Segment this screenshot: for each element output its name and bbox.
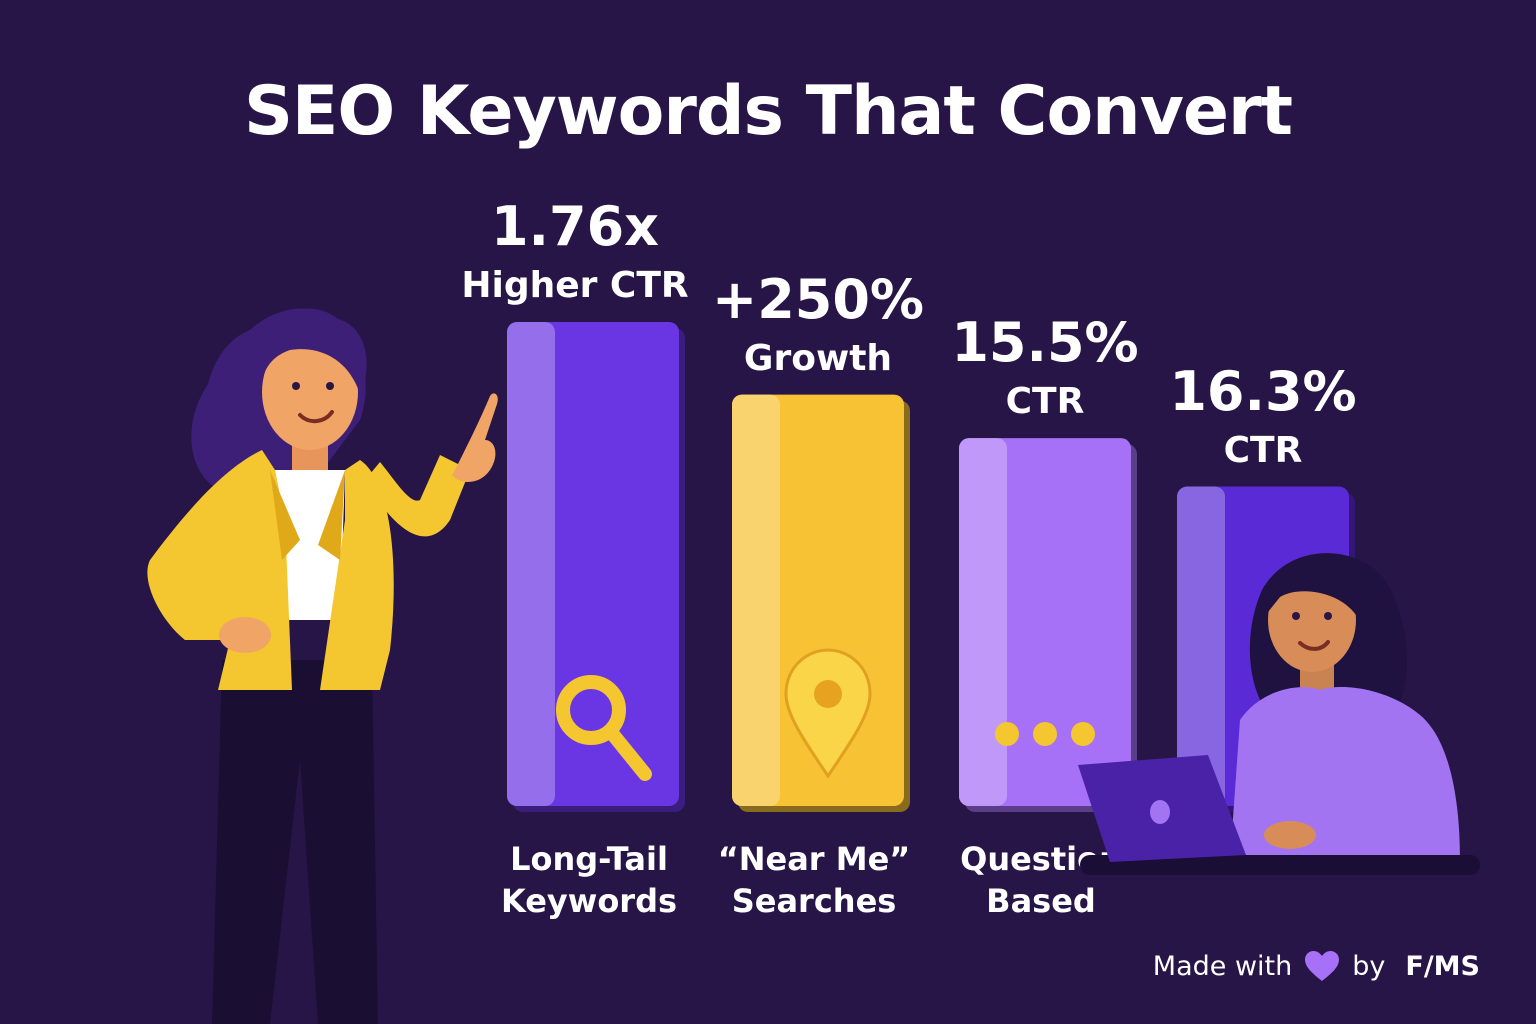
bar-highlight: [732, 394, 780, 806]
category-label-line: Keywords: [500, 882, 678, 920]
ellipsis-icon: [995, 722, 1095, 746]
by-text: by: [1352, 950, 1386, 982]
category-label: “Near Me” Searches: [694, 838, 934, 922]
category-label: Question Based: [921, 838, 1161, 922]
category-label-line: “Near Me”: [717, 840, 911, 878]
heart-icon: [1305, 951, 1340, 981]
category-label-line: Long-Tail: [510, 840, 668, 878]
category-label-line: Searches: [731, 882, 897, 920]
category-label-line: Based: [986, 882, 1096, 920]
bar-4: [1177, 486, 1355, 812]
bar-highlight: [959, 438, 1007, 806]
bar-value-label: 16.3%: [1169, 359, 1357, 423]
footer-credit: Made with by F/MS: [1153, 946, 1480, 986]
search-icon: [556, 675, 652, 781]
bar-highlight: [1177, 486, 1225, 806]
page-title: SEO Keywords That Convert: [243, 72, 1293, 151]
bar-1: [507, 322, 685, 812]
location-pin-icon: [784, 648, 872, 779]
bar-metric-label: Higher CTR: [461, 265, 689, 306]
bar-highlight: [507, 322, 555, 806]
category-label-line: Question: [960, 840, 1122, 878]
brand-logo-text: F/MS: [1405, 950, 1480, 982]
made-with-text: Made with: [1152, 950, 1293, 982]
bar-metric-label: CTR: [1005, 381, 1085, 423]
bar-value-label: 1.76x: [490, 195, 660, 258]
category-label: Long-Tail Keywords: [469, 838, 709, 922]
bar-value-label: 15.5%: [951, 311, 1139, 375]
bar-3: [959, 438, 1137, 812]
bar-metric-label: Growth: [743, 337, 893, 379]
bar-metric-label: CTR: [1223, 429, 1303, 471]
bar-value-label: +250%: [711, 267, 925, 331]
